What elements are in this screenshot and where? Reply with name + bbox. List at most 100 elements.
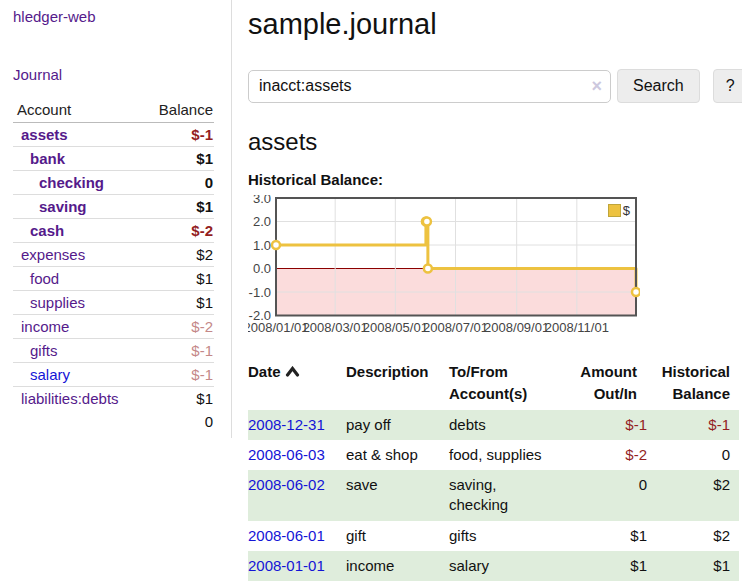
register-accounts: saving, checking	[449, 470, 557, 521]
legend-label: $	[623, 203, 630, 218]
register-accounts: debts	[449, 410, 557, 440]
account-balance: $-2	[142, 315, 214, 339]
register-row: 2008-12-31pay offdebts$-1$-1	[248, 410, 739, 440]
register-balance: 0	[647, 440, 739, 470]
svg-text:2008/01/01: 2008/01/01	[248, 320, 309, 335]
register-header-row: Date Description To/From Account(s) Amou…	[248, 361, 739, 410]
register-row: 2008-06-02savesaving, checking0$2	[248, 470, 739, 521]
register-date-link[interactable]: 2008-06-02	[248, 476, 325, 493]
account-row: expenses $2	[13, 243, 214, 267]
search-button[interactable]: Search	[617, 69, 700, 103]
page-title: sample.journal	[248, 8, 742, 41]
register-date-link[interactable]: 2008-01-01	[248, 557, 325, 574]
register-balance: $1	[647, 551, 739, 581]
account-row: gifts $-1	[13, 339, 214, 363]
account-balance: $2	[142, 243, 214, 267]
register-row: 2008-06-03eat & shopfood, supplies$-20	[248, 440, 739, 470]
svg-text:2008/09/01: 2008/09/01	[484, 320, 549, 335]
svg-text:2008/05/01: 2008/05/01	[363, 320, 428, 335]
sidebar-account-link[interactable]: bank	[30, 150, 65, 167]
sidebar-account-link[interactable]: supplies	[30, 294, 85, 311]
account-balance: 0	[142, 171, 214, 195]
svg-text:0.0: 0.0	[253, 261, 271, 276]
account-row: food $1	[13, 267, 214, 291]
account-balance: $1	[142, 147, 214, 171]
sidebar-item-journal[interactable]: Journal	[13, 66, 231, 83]
account-row: salary $-1	[13, 363, 214, 387]
search-input-wrap: ×	[248, 70, 611, 103]
account-balance: $-1	[142, 339, 214, 363]
historical-balance-chart: 3.02.01.00.0-1.0-2.02008/01/012008/03/01…	[248, 195, 640, 344]
svg-text:2008/07/01: 2008/07/01	[423, 320, 488, 335]
register-table: Date Description To/From Account(s) Amou…	[248, 361, 739, 581]
account-row: assets$-1	[13, 123, 214, 147]
register-col-accounts: To/From Account(s)	[449, 361, 557, 410]
legend-swatch-icon	[608, 204, 621, 217]
accounts-header-row: Account Balance	[13, 98, 214, 123]
register-amount: $1	[557, 551, 647, 581]
register-date-link[interactable]: 2008-12-31	[248, 416, 325, 433]
account-balance: $1	[142, 267, 214, 291]
register-row: 2008-06-01giftgifts$1$2	[248, 521, 739, 551]
sidebar-account-link[interactable]: saving	[39, 198, 87, 215]
register-balance: $2	[647, 470, 739, 521]
register-description: pay off	[346, 410, 449, 440]
register-body: 2008-12-31pay offdebts$-1$-12008-06-03ea…	[248, 410, 739, 582]
search-input[interactable]	[248, 70, 611, 103]
sidebar-account-link[interactable]: cash	[30, 222, 64, 239]
register-col-date[interactable]: Date	[248, 361, 346, 410]
register-description: gift	[346, 521, 449, 551]
accounts-col-account: Account	[13, 98, 142, 123]
accounts-total-row: 0	[13, 410, 214, 433]
register-amount: $1	[557, 521, 647, 551]
account-balance: $-1	[142, 363, 214, 387]
account-title: assets	[248, 128, 742, 156]
account-row: checking 0	[13, 171, 214, 195]
brand-link[interactable]: hledger-web	[13, 8, 231, 25]
account-row: liabilities:debts $1	[13, 387, 214, 411]
register-description: save	[346, 470, 449, 521]
sidebar-account-link[interactable]: assets	[21, 126, 68, 143]
search-bar: × Search ?	[248, 69, 742, 103]
register-col-balance: Historical Balance	[647, 361, 739, 410]
account-row: saving $1	[13, 195, 214, 219]
svg-text:2008/11/01: 2008/11/01	[545, 320, 609, 335]
register-row: 2008-01-01incomesalary$1$1	[248, 551, 739, 581]
chart-svg: 3.02.01.00.0-1.0-2.02008/01/012008/03/01…	[248, 195, 640, 340]
chart-legend: $	[606, 202, 632, 219]
register-amount: $-2	[557, 440, 647, 470]
main-content: sample.journal × Search ? assets Histori…	[232, 0, 742, 582]
help-button[interactable]: ?	[713, 69, 742, 103]
account-row: supplies $1	[13, 291, 214, 315]
account-balance: $-2	[142, 219, 214, 243]
register-col-amount: Amount Out/In	[557, 361, 647, 410]
svg-text:-1.0: -1.0	[249, 285, 271, 300]
account-row: income $-2	[13, 315, 214, 339]
register-date-link[interactable]: 2008-06-03	[248, 446, 325, 463]
sidebar-account-link[interactable]: food	[30, 270, 59, 287]
accounts-total-balance: 0	[142, 410, 214, 433]
sidebar-account-link[interactable]: liabilities:debts	[21, 390, 119, 407]
svg-text:2.0: 2.0	[253, 214, 271, 229]
account-balance: $1	[142, 291, 214, 315]
account-balance: $1	[142, 387, 214, 411]
sidebar-account-link[interactable]: income	[21, 318, 69, 335]
sidebar-account-link[interactable]: salary	[30, 366, 70, 383]
chart-title: Historical Balance:	[248, 171, 742, 188]
account-row: cash $-2	[13, 219, 214, 243]
register-balance: $2	[647, 521, 739, 551]
register-accounts: salary	[449, 551, 557, 581]
clear-search-icon[interactable]: ×	[591, 76, 602, 96]
sidebar-account-link[interactable]: checking	[39, 174, 104, 191]
register-col-description: Description	[346, 361, 449, 410]
sidebar-account-link[interactable]: expenses	[21, 246, 85, 263]
account-row: bank $1	[13, 147, 214, 171]
accounts-col-balance: Balance	[142, 98, 214, 123]
accounts-table: Account Balance assets$-1bank$1checking0…	[13, 98, 214, 433]
svg-text:3.0: 3.0	[253, 195, 271, 206]
account-balance: $1	[142, 195, 214, 219]
register-description: eat & shop	[346, 440, 449, 470]
register-date-link[interactable]: 2008-06-01	[248, 527, 325, 544]
sidebar-account-link[interactable]: gifts	[30, 342, 58, 359]
sort-ascending-icon	[285, 366, 300, 377]
